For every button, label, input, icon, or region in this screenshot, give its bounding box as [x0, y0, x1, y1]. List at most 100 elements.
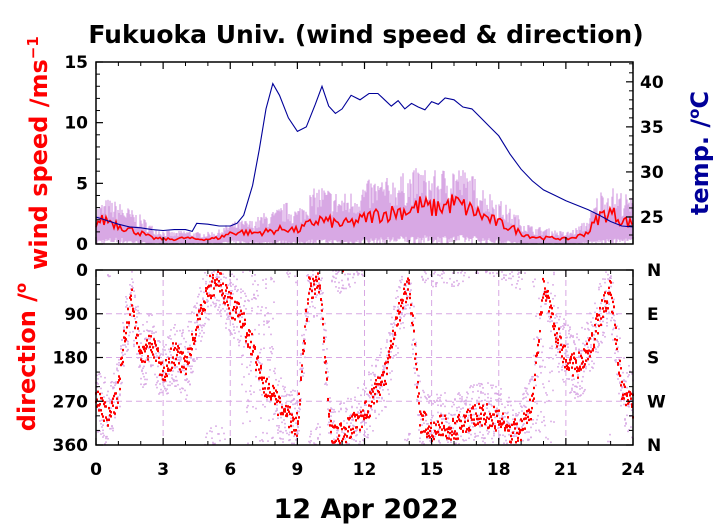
direction-point — [309, 277, 311, 280]
direction-point — [321, 309, 323, 312]
direction-point — [507, 416, 509, 419]
direction-spread-point — [565, 363, 567, 366]
direction-point — [430, 421, 432, 425]
direction-spread-point — [421, 442, 423, 445]
direction-point — [373, 386, 375, 390]
direction-spread-point — [245, 308, 247, 310]
direction-point — [399, 319, 401, 322]
direction-point — [337, 426, 339, 430]
direction-spread-point — [554, 317, 556, 319]
direction-spread-point — [444, 392, 446, 394]
direction-spread-point — [430, 418, 432, 421]
direction-spread-point — [211, 272, 213, 274]
direction-point — [208, 284, 210, 288]
direction-spread-point — [433, 400, 435, 402]
direction-spread-point — [540, 338, 542, 340]
direction-point — [548, 296, 550, 299]
direction-spread-point — [372, 371, 374, 374]
direction-spread-point — [494, 392, 496, 395]
direction-point — [444, 428, 446, 432]
direction-spread-point — [512, 418, 514, 421]
direction-spread-point — [105, 441, 107, 443]
direction-spread-point — [528, 431, 530, 433]
direction-spread-point — [173, 327, 175, 329]
direction-spread-point — [141, 369, 143, 371]
direction-spread-point — [286, 272, 288, 274]
direction-spread-point — [362, 439, 364, 441]
direction-point — [104, 401, 106, 404]
direction-point — [468, 426, 470, 430]
direction-spread-point — [480, 392, 482, 394]
direction-spread-point — [193, 360, 195, 363]
direction-spread-point — [283, 395, 285, 398]
direction-spread-point — [334, 411, 336, 413]
direction-point — [176, 348, 178, 351]
direction-spread-point — [458, 443, 460, 445]
direction-spread-point — [509, 400, 511, 403]
direction-point — [162, 369, 164, 373]
direction-spread-point — [630, 399, 632, 401]
direction-point — [167, 367, 169, 370]
direction-spread-point — [603, 298, 605, 300]
direction-point — [558, 327, 560, 330]
direction-spread-point — [255, 375, 257, 378]
direction-spread-point — [435, 283, 437, 286]
speed-tick-label: 0 — [76, 235, 88, 255]
direction-spread-point — [264, 314, 266, 316]
direction-point — [175, 357, 177, 361]
direction-spread-point — [326, 362, 328, 365]
direction-spread-point — [502, 416, 504, 419]
direction-spread-point — [386, 354, 388, 357]
direction-spread-point — [285, 429, 287, 432]
direction-spread-point — [143, 330, 145, 333]
direction-spread-point — [569, 326, 571, 329]
direction-spread-point — [103, 434, 105, 437]
direction-point — [550, 315, 552, 319]
direction-spread-point — [468, 414, 470, 417]
direction-spread-point — [357, 272, 359, 275]
direction-point — [168, 357, 170, 360]
direction-spread-point — [350, 422, 352, 424]
direction-spread-point — [430, 274, 432, 276]
direction-spread-point — [470, 385, 472, 387]
direction-point — [304, 325, 306, 328]
direction-point — [96, 398, 98, 401]
direction-point — [122, 348, 124, 352]
direction-spread-point — [262, 403, 264, 406]
direction-spread-point — [149, 338, 151, 340]
direction-spread-point — [357, 387, 359, 389]
direction-spread-point — [383, 366, 385, 369]
direction-spread-point — [412, 339, 414, 341]
direction-spread-point — [381, 396, 383, 399]
direction-point — [452, 417, 454, 421]
direction-spread-point — [203, 332, 205, 334]
direction-point — [612, 300, 614, 304]
direction-spread-point — [270, 333, 272, 336]
direction-point — [617, 361, 619, 365]
direction-point — [515, 441, 517, 444]
direction-spread-point — [279, 430, 281, 433]
direction-point — [195, 333, 197, 336]
direction-spread-point — [624, 418, 626, 420]
direction-spread-point — [624, 380, 626, 382]
direction-spread-point — [188, 380, 190, 383]
direction-point — [239, 313, 241, 317]
direction-spread-point — [379, 354, 381, 357]
direction-spread-point — [419, 437, 421, 440]
direction-spread-point — [600, 302, 602, 305]
direction-point — [526, 421, 528, 425]
direction-point — [173, 361, 175, 365]
direction-spread-point — [167, 384, 169, 387]
direction-spread-point — [156, 355, 158, 357]
direction-spread-point — [474, 432, 476, 435]
direction-spread-point — [329, 401, 331, 403]
speed-axis-label: wind speed /ms−1 — [24, 36, 53, 270]
direction-point — [229, 312, 231, 315]
direction-spread-point — [463, 439, 465, 442]
direction-spread-point — [605, 311, 607, 313]
direction-point — [405, 300, 407, 304]
direction-point — [450, 426, 452, 430]
direction-point — [174, 363, 176, 367]
direction-spread-point — [390, 351, 392, 353]
direction-spread-point — [550, 292, 552, 295]
